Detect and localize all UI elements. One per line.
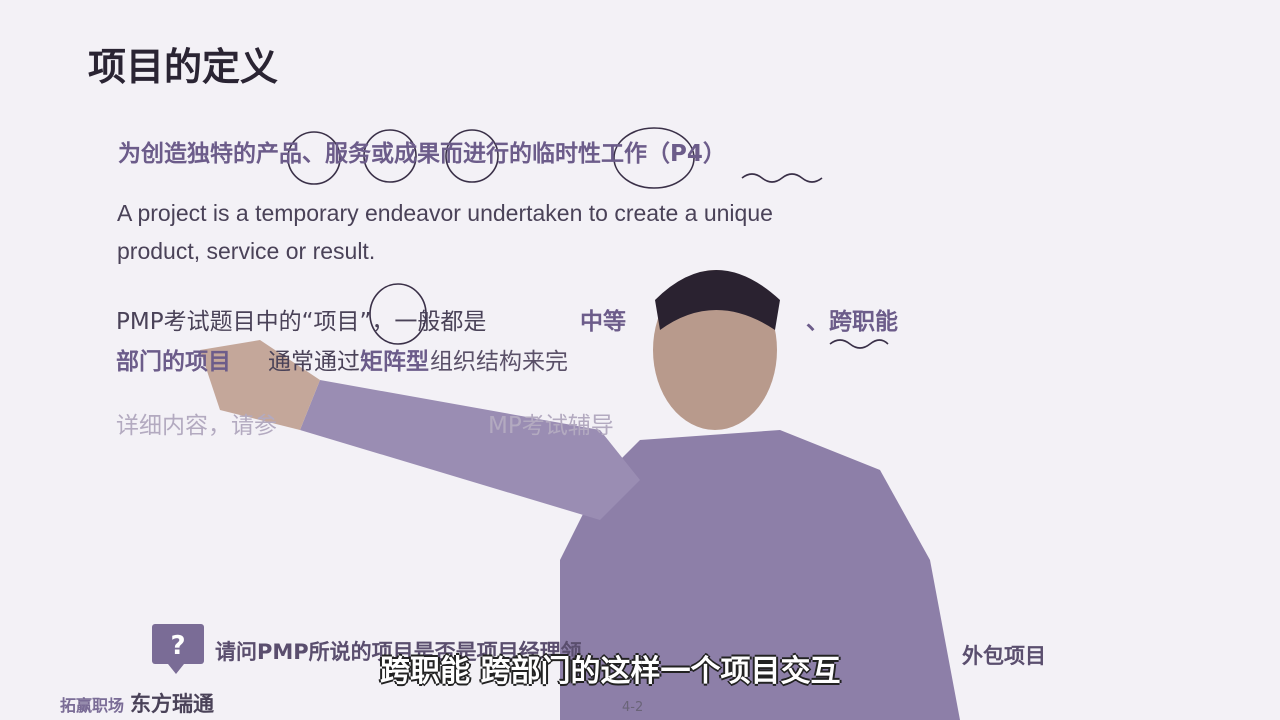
english-line: product, service or result. (117, 238, 376, 264)
note-text: 通常通过 (268, 349, 360, 375)
question-text: 请问PMP所说的项目是否是项目经理领 (215, 640, 582, 664)
note-text: PMP考试题目中的“项目”，一般都是 (116, 309, 487, 335)
slide-title: 项目的定义 (88, 45, 279, 89)
video-subtitle: 跨职能 跨部门的这样一个项目交互 (380, 654, 841, 689)
question-text: 外包项目 (962, 644, 1046, 668)
note-text: 组织结构来完 (430, 349, 568, 375)
page-number: 4-2 (622, 700, 644, 715)
note-bold: 、跨职能 (806, 309, 898, 335)
logo: 东方瑞通 (130, 692, 214, 716)
question-icon: ? (152, 624, 204, 674)
detail-text: 详细内容，请参 (116, 413, 277, 439)
logo: 拓赢职场 (60, 696, 125, 715)
note-bold: 矩阵型 (360, 349, 429, 375)
english-line: A project is a temporary endeavor undert… (117, 200, 773, 226)
detail-text: MP考试辅导 (488, 413, 614, 439)
presenter (200, 270, 960, 720)
definition: 为创造独特的产品、服务或成果而进行的临时性工作（P4） (118, 141, 726, 167)
note-bold: 中等 (580, 309, 626, 335)
svg-text:?: ? (170, 631, 185, 661)
note-bold: 部门的项目 (116, 349, 231, 375)
